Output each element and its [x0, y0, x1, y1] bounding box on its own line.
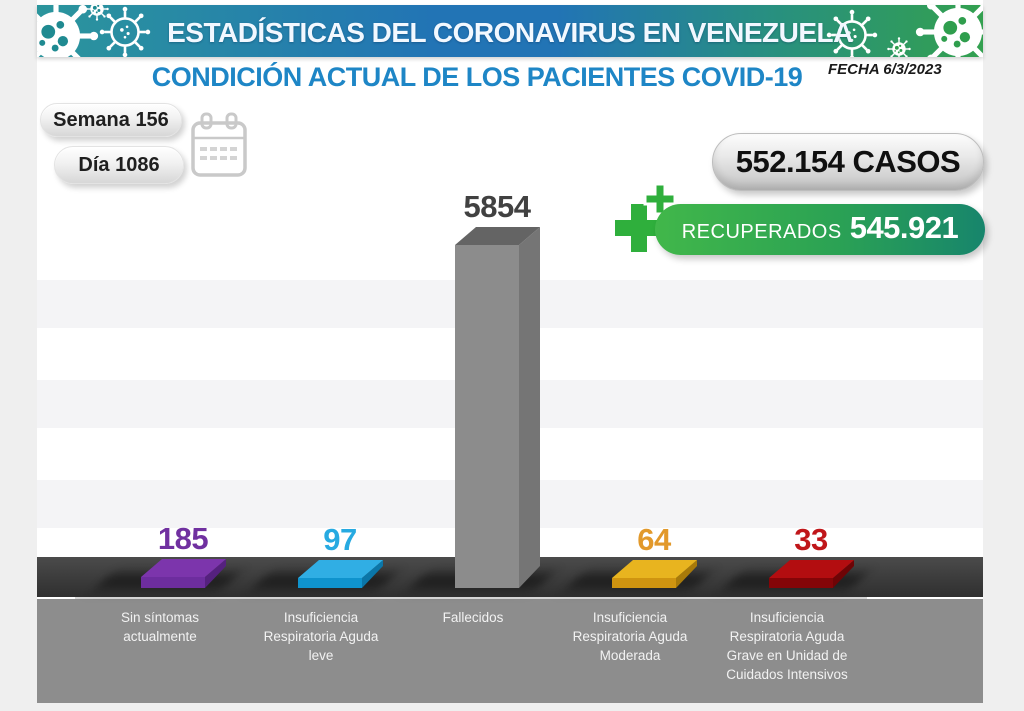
- category-label: Fallecidos: [442, 610, 504, 625]
- chart-bar-3: [455, 227, 540, 588]
- bar-value-label: 5854: [463, 189, 531, 224]
- bar-value-label: 64: [637, 522, 671, 557]
- header-banner: ESTADÍSTICAS DEL CORONAVIRUS EN VENEZUEL…: [37, 5, 983, 57]
- category-label: Insuficiencia Respiratoria Aguda Grave en …: [726, 610, 848, 682]
- slide-background: ESTADÍSTICAS DEL CORONAVIRUS EN VENEZUEL…: [37, 0, 985, 703]
- chart-bar-2: [298, 560, 383, 588]
- recovered-badge: RECUPERADOS 545.921: [655, 204, 985, 255]
- chart-title: CONDICIÓN ACTUAL DE LOS PACIENTES COVID-…: [151, 62, 803, 92]
- category-label: Insuficiencia Respiratoria Aguda leve: [263, 610, 379, 663]
- chart-bar-4: [612, 560, 697, 588]
- bar-value-label: 97: [323, 522, 357, 557]
- date-label: FECHA 6/3/2023: [828, 61, 942, 78]
- category-label: Sin síntomas actualmente: [120, 610, 200, 644]
- recovered-value: 545.921: [849, 210, 959, 245]
- chart-bar-5: [769, 560, 854, 588]
- chart-bar-1: [141, 559, 226, 588]
- category-label: Insuficiencia Respiratoria Aguda Moderada: [572, 610, 688, 663]
- recovered-label: RECUPERADOS: [681, 221, 842, 243]
- chart-platform: [37, 599, 983, 703]
- total-cases-badge: 552.154 CASOS: [712, 133, 984, 191]
- bar-value-label: 185: [157, 521, 209, 556]
- calendar-icon: [191, 112, 247, 177]
- day-badge: Día 1086: [54, 146, 184, 184]
- page-title: ESTADÍSTICAS DEL CORONAVIRUS EN VENEZUEL…: [167, 17, 853, 48]
- bar-value-label: 33: [794, 522, 828, 557]
- week-badge: Semana 156: [40, 103, 182, 137]
- chart-floor-highlight: [75, 597, 867, 599]
